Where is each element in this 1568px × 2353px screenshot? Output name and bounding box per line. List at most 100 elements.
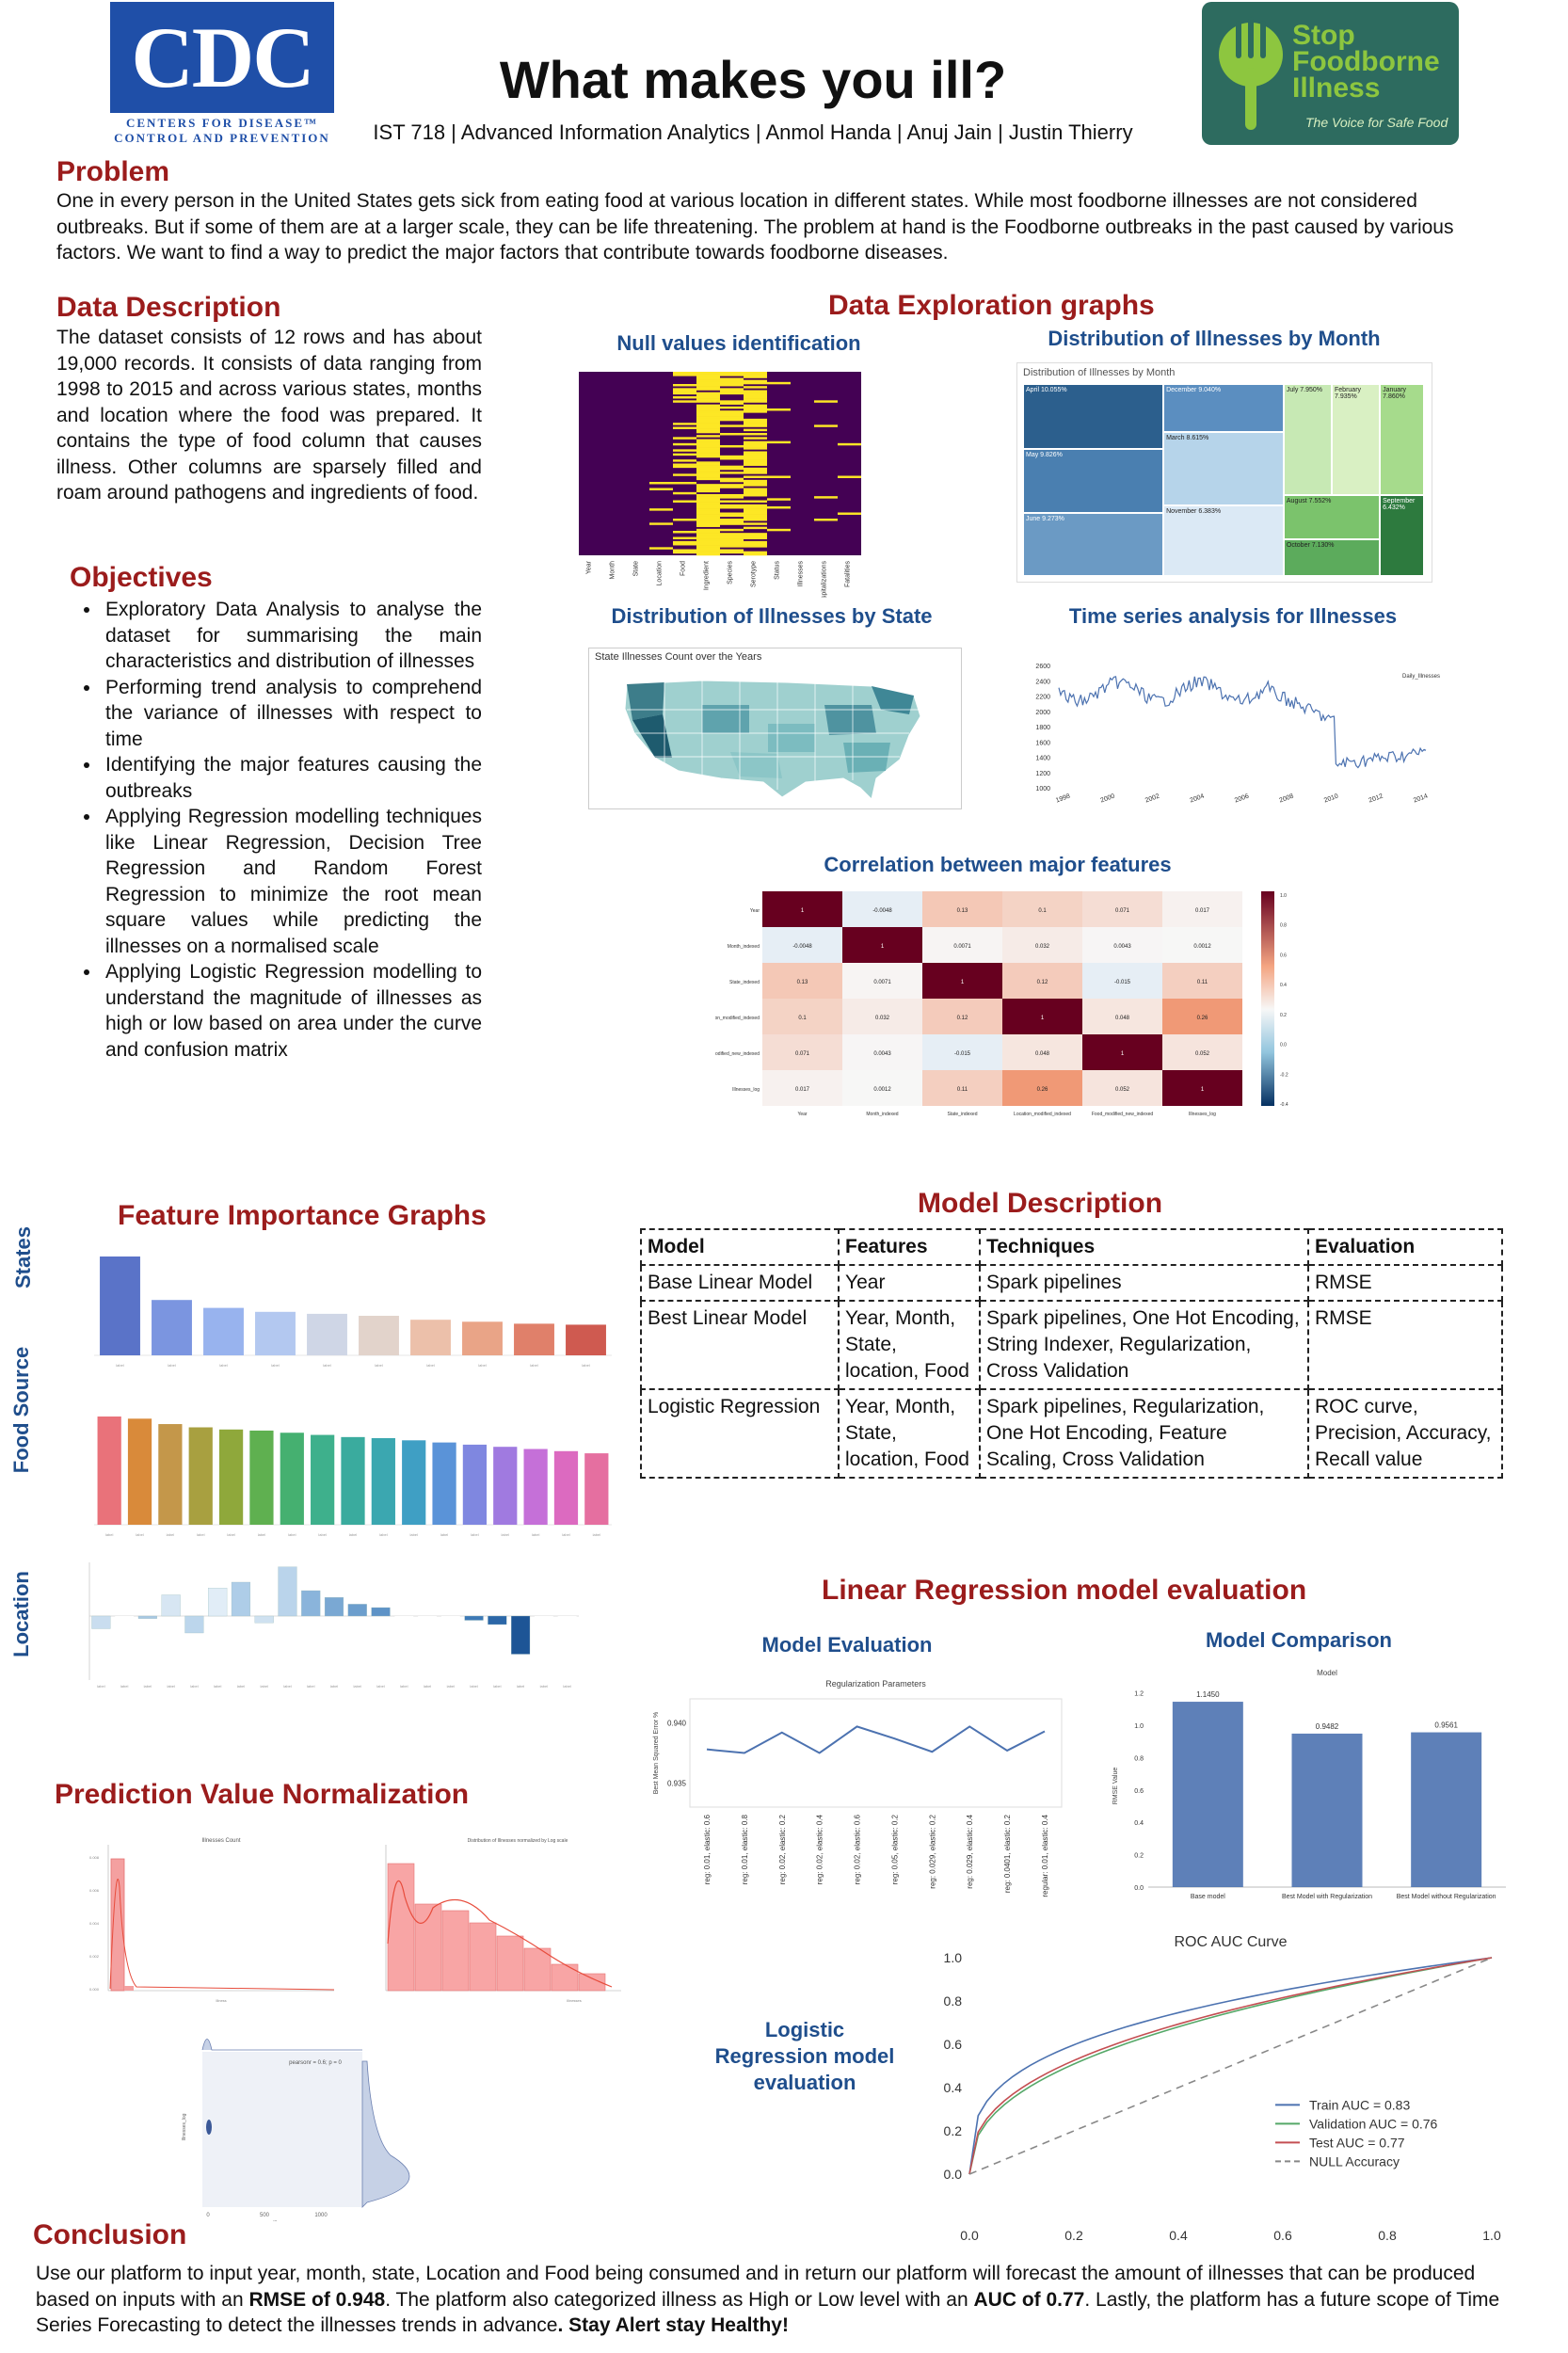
tick-label: label xyxy=(471,1532,479,1537)
tick-label: label xyxy=(376,1684,385,1689)
y-tick: 2600 xyxy=(1035,664,1050,670)
corr-value: 0.048 xyxy=(1035,1051,1050,1057)
linear-eval-heading: Linear Regression model evaluation xyxy=(822,1575,1307,1606)
corr-value: 0.071 xyxy=(795,1051,810,1057)
corr-cell xyxy=(1002,963,1082,999)
y-label: Illnesses_log xyxy=(182,2113,187,2140)
scale-tick: 0.0 xyxy=(1280,1043,1287,1048)
null-cell xyxy=(744,510,767,513)
null-cell xyxy=(720,486,744,488)
tick-label: label xyxy=(197,1532,205,1537)
model-table: Model Features Techniques Evaluation Bas… xyxy=(640,1228,1503,1479)
tick-label: label xyxy=(318,1532,327,1537)
tick-label: label xyxy=(424,1684,432,1689)
null-cell xyxy=(720,484,744,487)
null-cell xyxy=(696,520,720,523)
corr-value: 0.0071 xyxy=(873,980,891,985)
null-cell xyxy=(696,381,720,385)
null-cell xyxy=(744,423,767,425)
x-tick: 500 xyxy=(260,2213,270,2218)
importance-bar xyxy=(218,1429,244,1525)
hist-bar xyxy=(523,1947,552,1992)
header-model: Model xyxy=(640,1228,840,1266)
null-cell xyxy=(744,475,767,478)
null-cell xyxy=(767,408,791,411)
cell-techniques: Spark pipelines, One Hot Encoding, Strin… xyxy=(979,1300,1309,1390)
state-map-title: State Illnesses Count over the Years xyxy=(595,651,762,663)
null-cell xyxy=(696,398,720,401)
cell-evaluation: RMSE xyxy=(1307,1300,1503,1390)
corr-cell xyxy=(1002,1070,1082,1106)
corr-value: 0.017 xyxy=(795,1087,810,1093)
corr-value: 0.052 xyxy=(1195,1051,1210,1057)
corr-value: 0.13 xyxy=(957,908,968,914)
null-cell xyxy=(720,528,744,532)
tick-label: label xyxy=(237,1684,246,1689)
null-cell xyxy=(720,551,744,554)
corr-value: -0.015 xyxy=(954,1051,971,1057)
treemap-cell: April 10.055% xyxy=(1023,384,1164,450)
null-cell xyxy=(814,496,838,499)
null-cell xyxy=(673,459,696,462)
importance-bar xyxy=(514,1323,554,1355)
null-cell xyxy=(720,514,744,518)
null-cell xyxy=(720,392,744,395)
null-values-title: Null values identification xyxy=(616,331,861,355)
importance-bar xyxy=(203,1307,244,1355)
null-cell xyxy=(744,379,767,383)
importance-bar xyxy=(91,1615,111,1629)
null-cell xyxy=(673,549,696,552)
null-cell xyxy=(649,547,673,550)
null-cell xyxy=(696,531,720,534)
x-tick: Best Model without Regularization xyxy=(1397,1894,1496,1900)
tick-label: label xyxy=(563,1684,571,1689)
conclusion-part-3: . Lastly, the platform has a future scop… xyxy=(36,2288,1500,2337)
null-values-heatmap: Year Month State Location Food Ingredient Spec… xyxy=(579,372,861,598)
corr-value: 0.26 xyxy=(1037,1087,1048,1093)
importance-bar xyxy=(359,1316,399,1355)
importance-bar xyxy=(152,1300,192,1355)
y-tick: 0.0 xyxy=(1134,1885,1144,1892)
tick-label: label xyxy=(219,1363,228,1368)
x-tick: 2010 xyxy=(1323,793,1339,805)
null-cell xyxy=(696,461,720,464)
importance-bar xyxy=(557,1616,577,1617)
treemap-cell: February 7.935% xyxy=(1332,384,1381,496)
conclusion-slogan: . Stay Alert stay Healthy! xyxy=(557,2314,789,2336)
col-label: Location_modified_indexed xyxy=(1014,1112,1071,1117)
null-cell xyxy=(744,406,767,409)
importance-bar xyxy=(280,1433,304,1525)
x-tick: 0.6 xyxy=(1273,2228,1292,2243)
importance-bar xyxy=(341,1436,365,1525)
importance-bar xyxy=(584,1453,609,1525)
null-cell xyxy=(767,498,791,501)
null-cell xyxy=(696,447,720,450)
corr-value: 0.1 xyxy=(1038,908,1047,914)
corr-cell xyxy=(762,999,842,1034)
column-label: Fatalities xyxy=(845,561,852,588)
null-cell xyxy=(744,467,767,471)
null-cell xyxy=(744,461,767,464)
corr-value: 0.13 xyxy=(797,980,808,985)
cell-features: Year, Month, State, location, Food xyxy=(838,1388,981,1479)
chart-title: ROC AUC Curve xyxy=(1174,1934,1287,1950)
corr-value: 1 xyxy=(801,908,805,914)
null-cell xyxy=(673,500,696,503)
col-label: Illnesses_log xyxy=(1189,1112,1216,1117)
treemap-cell: July 7.950% xyxy=(1283,384,1332,496)
column-label: Location xyxy=(657,561,664,586)
importance-bar xyxy=(115,1616,135,1617)
null-cell xyxy=(696,547,720,550)
null-cell xyxy=(696,439,720,441)
null-cell xyxy=(720,500,744,503)
tick-label: label xyxy=(258,1532,266,1537)
null-cell xyxy=(720,506,744,509)
cell-features: Year, Month, State, location, Food xyxy=(838,1300,981,1390)
importance-bar xyxy=(127,1418,152,1525)
corr-value: 0.048 xyxy=(1115,1016,1130,1021)
illness-count-hist: Illnesses Count 0.008 0.006 0.004 0.002 0.000… xyxy=(89,1838,335,2003)
objective-item: Identifying the major features causing t… xyxy=(102,752,482,804)
y-tick: 0.2 xyxy=(1134,1853,1144,1860)
null-cell xyxy=(744,393,767,397)
column-label: State xyxy=(633,561,640,576)
